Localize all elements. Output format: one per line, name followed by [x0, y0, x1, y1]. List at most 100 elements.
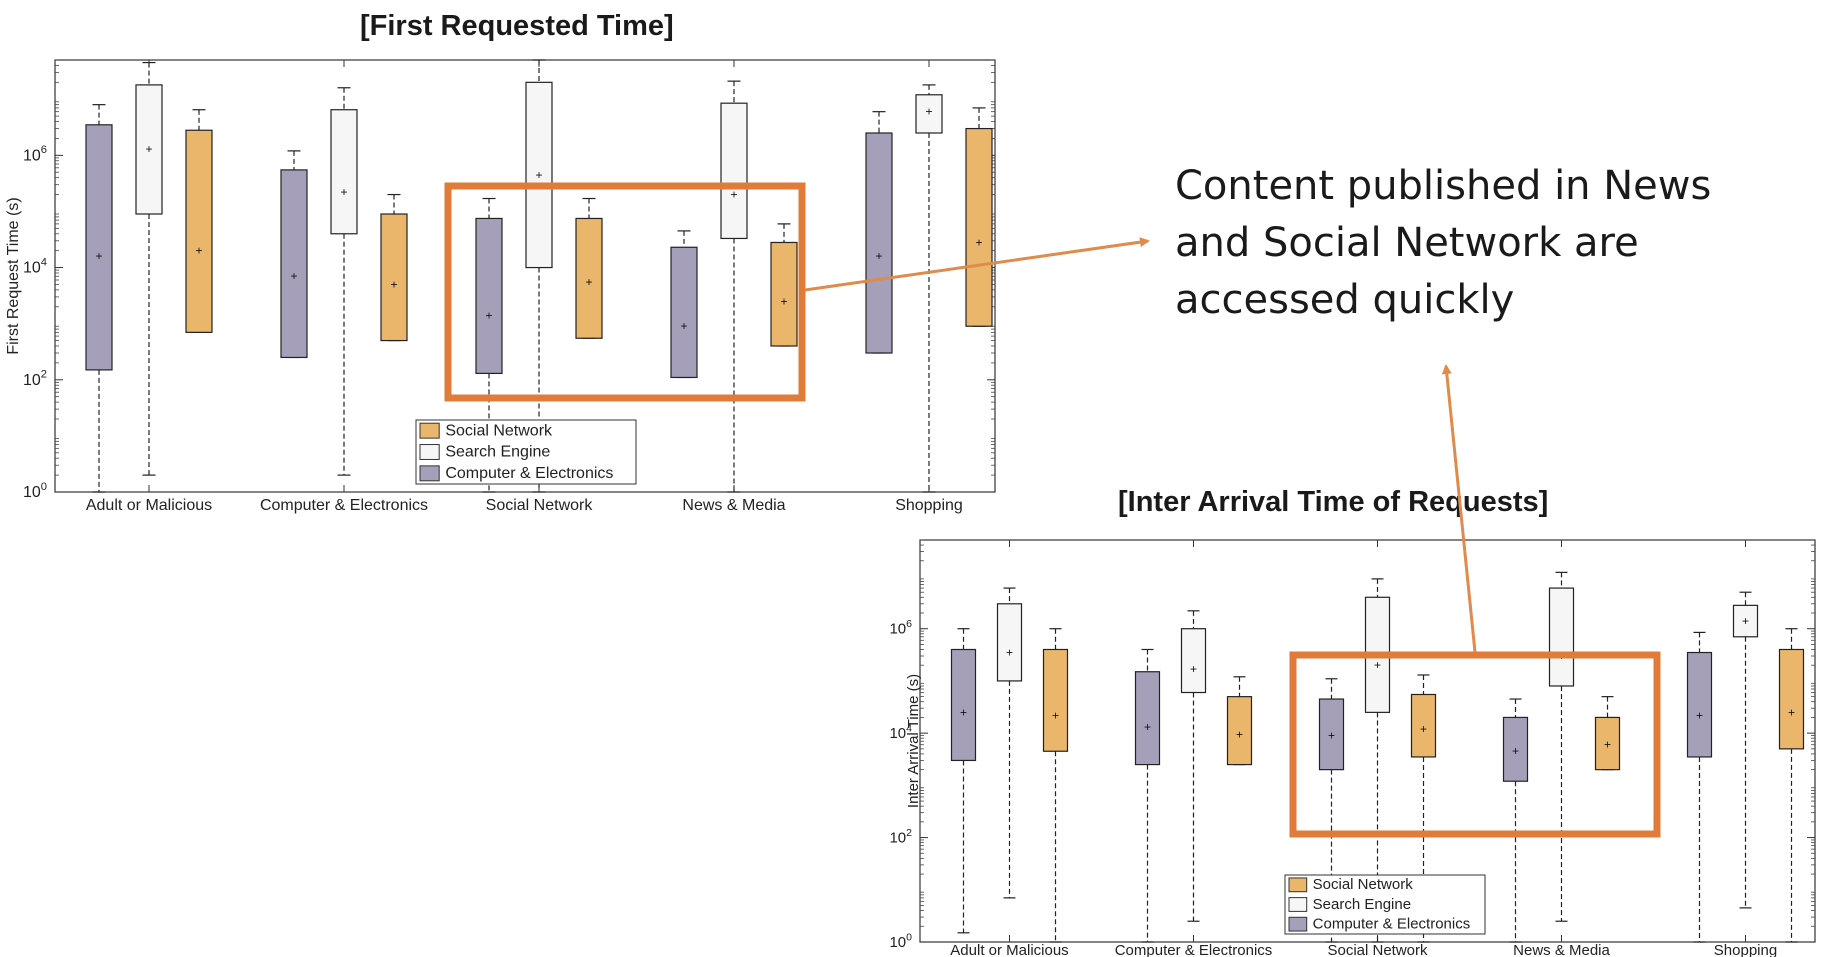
chart-title-first-requested: [First Requested Time] — [360, 10, 674, 42]
median-marker: + — [680, 319, 687, 333]
median-marker: + — [290, 269, 297, 283]
y-tick-label: 100 — [889, 931, 912, 951]
callout-text: Content published in News and Social Net… — [1175, 163, 1712, 323]
box — [1502, 716, 1529, 782]
median-marker: + — [390, 277, 397, 291]
highlight-box-bottom — [1289, 651, 1661, 838]
box — [770, 241, 798, 347]
median-marker: + — [1236, 727, 1243, 741]
box — [1686, 651, 1713, 758]
y-axis-label: First Request Time (s) — [5, 197, 22, 354]
box — [996, 603, 1023, 682]
box — [1226, 696, 1253, 766]
x-tick-label: News & Media — [1513, 942, 1610, 957]
x-tick-label: Adult or Malicious — [86, 497, 212, 514]
median-marker: + — [925, 105, 932, 119]
box — [950, 648, 977, 762]
box — [865, 132, 893, 354]
highlight-box-top — [444, 182, 806, 402]
legend-label: Search Engine — [445, 444, 550, 461]
legend-label: Computer & Electronics — [445, 465, 613, 482]
median-marker: + — [1006, 646, 1013, 660]
legend-swatch — [419, 422, 440, 439]
chart-title-inter-arrival: [Inter Arrival Time of Requests] — [1118, 486, 1549, 518]
y-tick-label: 102 — [889, 827, 912, 847]
x-tick-label: Shopping — [1714, 942, 1777, 957]
box — [1732, 604, 1759, 638]
legend-swatch — [1288, 916, 1308, 932]
legend-swatch — [1288, 877, 1308, 893]
median-marker: + — [485, 308, 492, 322]
box — [1134, 671, 1161, 766]
median-marker: + — [145, 142, 152, 156]
median-marker: + — [1696, 708, 1703, 722]
y-tick-label: 106 — [23, 144, 47, 164]
y-tick-label: 106 — [889, 618, 912, 638]
median-marker: + — [960, 705, 967, 719]
median-marker: + — [1604, 738, 1611, 752]
median-marker: + — [875, 249, 882, 263]
y-axis-label: Inter Arrival Time (s) — [905, 674, 922, 808]
box — [1548, 587, 1575, 687]
y-tick-label: 100 — [23, 481, 47, 501]
y-tick-label: 104 — [889, 722, 912, 742]
box — [670, 246, 698, 379]
x-tick-label: Shopping — [895, 497, 963, 514]
legend-label: Search Engine — [1313, 896, 1411, 913]
y-tick-label: 104 — [23, 256, 47, 276]
x-tick-label: Computer & Electronics — [1115, 942, 1273, 957]
box — [380, 213, 408, 342]
x-tick-label: Social Network — [486, 497, 594, 514]
box — [135, 84, 163, 215]
box — [1180, 628, 1207, 694]
median-marker: + — [780, 294, 787, 308]
box — [475, 217, 503, 374]
x-tick-label: Social Network — [1327, 942, 1428, 957]
box — [1410, 693, 1437, 758]
box — [185, 129, 213, 333]
median-marker: + — [1144, 720, 1151, 734]
legend-swatch — [419, 465, 440, 482]
median-marker: + — [1052, 708, 1059, 722]
box — [525, 81, 553, 269]
median-marker: + — [585, 275, 592, 289]
median-marker: + — [1420, 722, 1427, 736]
legend-label: Computer & Electronics — [1313, 915, 1471, 932]
box — [1318, 698, 1345, 771]
legend-label: Social Network — [1313, 876, 1414, 893]
box — [1042, 648, 1069, 752]
box — [915, 94, 943, 134]
median-marker: + — [195, 244, 202, 258]
callout-arrow-right — [804, 237, 1150, 292]
median-marker: + — [975, 235, 982, 249]
median-marker: + — [1742, 614, 1749, 628]
legend-swatch — [419, 444, 440, 460]
first-request-time-chart: 100 102 104 106 First Request Time (s) Adult … — [5, 59, 996, 514]
box — [575, 217, 603, 339]
box — [965, 127, 993, 327]
legend-label: Social Network — [445, 422, 553, 439]
annotation-overlay — [444, 182, 1661, 838]
median-marker: + — [340, 185, 347, 199]
legend-box — [1284, 874, 1486, 935]
median-marker: + — [535, 168, 542, 182]
median-marker: + — [1374, 658, 1381, 672]
x-tick-label: Computer & Electronics — [260, 497, 428, 514]
box — [1594, 716, 1621, 771]
box — [1778, 648, 1805, 750]
x-tick-label: News & Media — [682, 497, 785, 514]
legend-box — [415, 419, 637, 485]
box — [85, 124, 113, 371]
median-marker: + — [1190, 662, 1197, 676]
median-marker: + — [1328, 729, 1335, 743]
box — [330, 109, 358, 235]
callout-arrow-up — [1441, 364, 1477, 653]
x-tick-label: Adult or Malicious — [950, 942, 1068, 957]
box — [280, 169, 308, 359]
median-marker: + — [1788, 705, 1795, 719]
inter-arrival-time-chart: 100 102 104 106 Inter Arrival Time (s) Adult … — [889, 539, 1816, 957]
y-tick-label: 102 — [23, 369, 47, 389]
median-marker: + — [95, 249, 102, 263]
median-marker: + — [730, 188, 737, 202]
